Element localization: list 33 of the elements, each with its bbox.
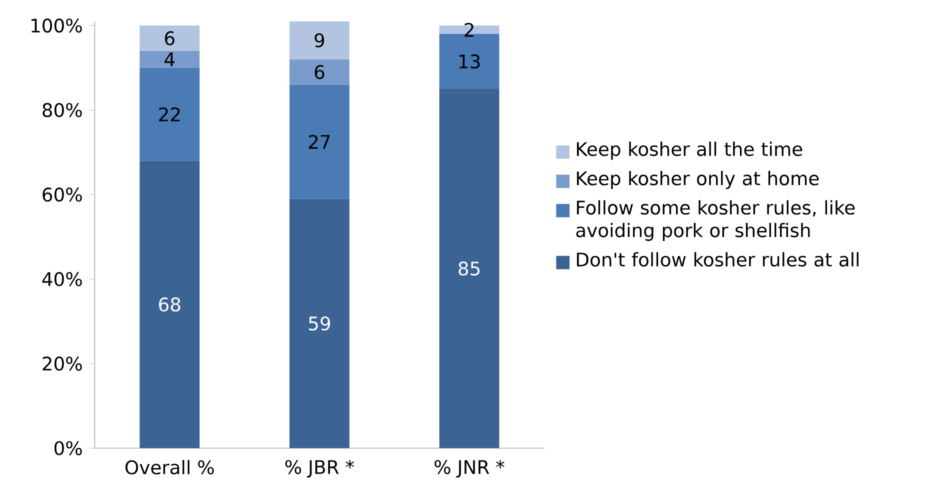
x-tick-label: % JBR * <box>285 460 354 478</box>
bar <box>140 26 200 52</box>
data-label: 6 <box>164 31 174 46</box>
bar <box>289 22 350 60</box>
y-tick-label: 100% <box>32 18 82 33</box>
bar <box>140 51 200 68</box>
bar <box>439 89 500 448</box>
bar <box>140 161 200 448</box>
data-label: 22 <box>159 108 180 122</box>
y-tick-label: 40% <box>42 272 82 286</box>
y-tick-label: 60% <box>42 188 82 202</box>
legend-label: Keep kosher only at home <box>576 171 819 190</box>
data-label: 27 <box>308 135 330 149</box>
legend-label: Don't follow kosher rules at all <box>576 252 858 267</box>
data-label: 85 <box>458 262 480 276</box>
data-label: 68 <box>159 298 180 312</box>
bar <box>289 60 350 85</box>
y-tick-label: 80% <box>42 103 82 118</box>
data-label: 9 <box>314 34 324 48</box>
bar <box>289 199 350 448</box>
bar <box>289 84 350 200</box>
y-tick-label: 0% <box>54 441 82 456</box>
data-label: 13 <box>459 54 480 69</box>
x-tick-label: % JNR * <box>434 460 504 478</box>
y-tick-label: 20% <box>42 356 82 371</box>
data-label: 2 <box>464 23 474 37</box>
legend-label: Follow some kosher rules, like avoiding pork or shellfish <box>576 200 855 242</box>
data-label: 4 <box>164 52 175 66</box>
data-label: 59 <box>309 316 330 331</box>
legend-label: Keep kosher all the time <box>576 142 802 160</box>
data-label: 6 <box>314 65 324 80</box>
bar <box>140 68 200 162</box>
x-tick-label: Overall % <box>125 460 214 475</box>
